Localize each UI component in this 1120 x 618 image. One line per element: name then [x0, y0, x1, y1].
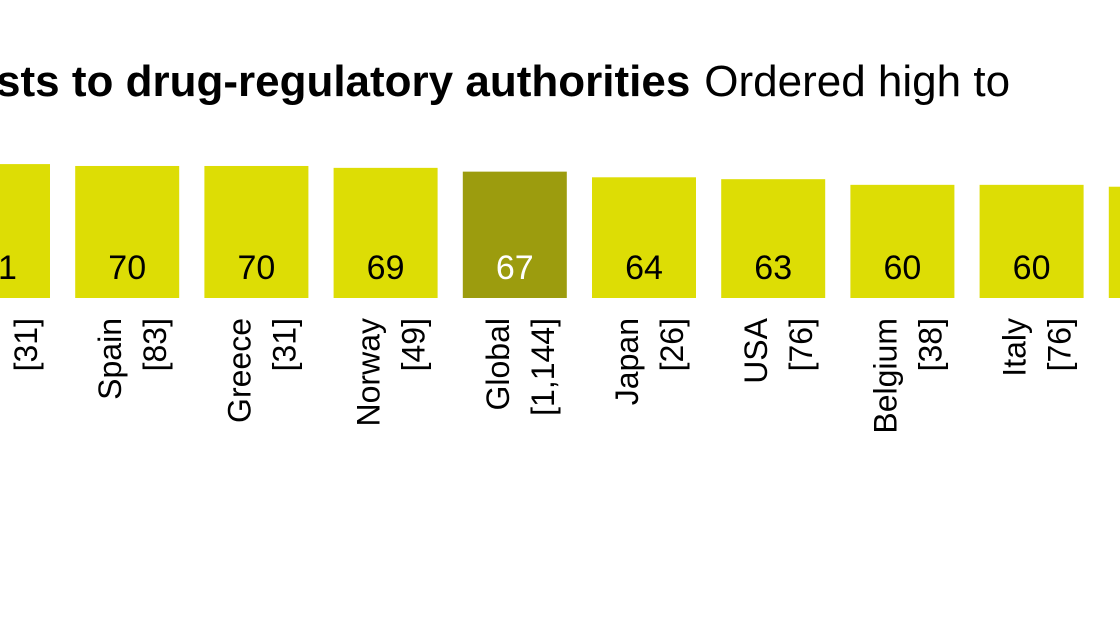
count-label: [31] [8, 318, 44, 371]
bar [850, 184, 955, 298]
value-label: 71 [0, 249, 17, 287]
count-label: [31] [266, 318, 302, 371]
bar [333, 167, 438, 298]
x-tick-label: Greece [221, 318, 257, 423]
count-label: [76] [783, 318, 819, 371]
value-label: 70 [237, 249, 275, 287]
bar [592, 177, 696, 298]
count-label: [76] [1042, 318, 1078, 371]
count-label: [83] [137, 318, 173, 371]
value-label: 69 [367, 249, 405, 287]
value-label: 63 [754, 249, 792, 287]
value-label: 60 [1013, 249, 1051, 287]
x-tick-label: Japan [609, 318, 645, 405]
value-label: 64 [625, 249, 663, 287]
x-tick-label: Spain [92, 318, 128, 400]
count-label: [1,144] [525, 318, 561, 416]
bar [721, 179, 826, 298]
x-tick-label: Belgium [867, 318, 903, 434]
bar [462, 171, 567, 298]
bar [0, 164, 50, 298]
x-tick-label: Norway [351, 318, 387, 426]
count-label: [26] [654, 318, 690, 371]
x-tick-label: Global [480, 318, 516, 411]
value-label: 70 [108, 249, 146, 287]
chart-title: sts to drug-regulatory authorities [0, 57, 690, 106]
chart-subtitle: Ordered high to [704, 57, 1010, 106]
chart-heading: sts to drug-regulatory authorities Ordere… [0, 57, 1010, 106]
bar [204, 165, 309, 298]
x-tick-label: Italy [997, 318, 1033, 377]
bar [979, 184, 1084, 298]
x-tick-label: USA [738, 317, 774, 383]
value-label: 60 [883, 249, 921, 287]
bar [75, 165, 180, 298]
value-label: 67 [496, 249, 534, 287]
bar [1108, 186, 1120, 298]
count-label: [49] [396, 318, 432, 371]
count-label: [38] [912, 318, 948, 371]
